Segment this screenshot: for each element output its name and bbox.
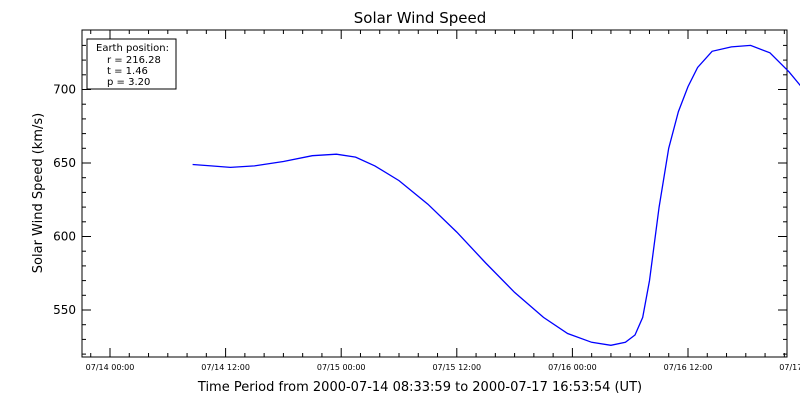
earth-position-legend: Earth position: r = 216.28 t = 1.46 p = … — [86, 38, 177, 90]
x-axis: 07/14 00:00 07/14 12:00 07/15 00:00 07/15 1… — [86, 30, 800, 372]
x-tick-label: 07/16 00:00 — [548, 363, 597, 372]
y-tick-label: 600 — [53, 230, 76, 244]
legend-t-value: t = 1.46 — [107, 66, 148, 77]
legend-p-value: p = 3.20 — [107, 77, 150, 88]
y-tick-label: 550 — [53, 303, 76, 317]
x-tick-label: 07/14 00:00 — [86, 363, 135, 372]
y-tick-label: 700 — [53, 83, 76, 97]
legend-heading: Earth position: — [96, 43, 169, 54]
y-axis-label: Solar Wind Speed (km/s) — [31, 113, 46, 273]
plot-area-frame — [81, 29, 788, 358]
x-tick-label: 07/17 00:00 — [779, 363, 800, 372]
y-axis: 550 600 650 700 — [53, 44, 787, 355]
solar-wind-speed-line — [192, 44, 800, 346]
x-tick-label: 07/14 12:00 — [201, 363, 250, 372]
x-axis-label: Time Period from 2000-07-14 08:33:59 to … — [197, 380, 642, 395]
legend-box — [86, 38, 177, 90]
x-tick-label: 07/16 12:00 — [664, 363, 713, 372]
x-tick-label: 07/15 00:00 — [317, 363, 366, 372]
y-tick-label: 650 — [53, 156, 76, 170]
x-tick-label: 07/15 12:00 — [432, 363, 481, 372]
legend-r-value: r = 216.28 — [107, 55, 161, 66]
chart-title: Solar Wind Speed — [354, 9, 486, 27]
